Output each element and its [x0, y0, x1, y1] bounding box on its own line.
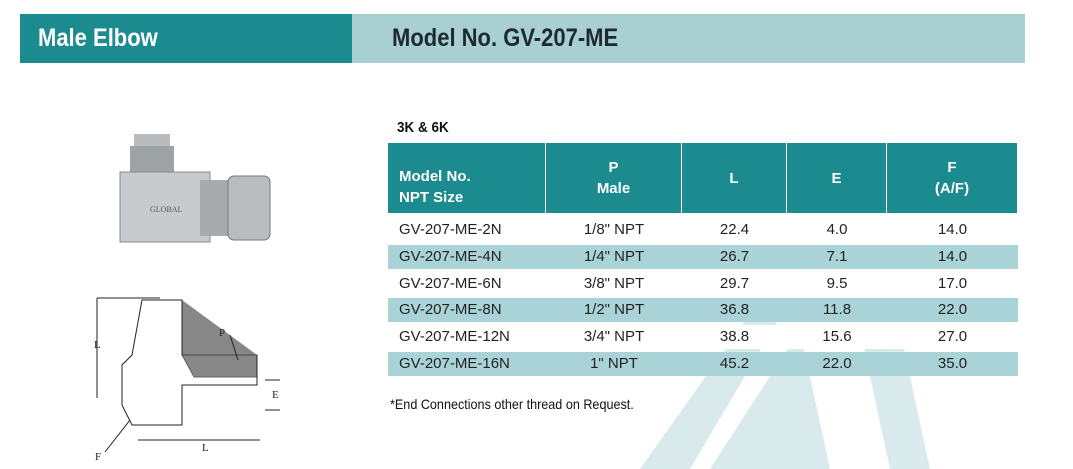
table-row [388, 325, 1018, 350]
dim-label: L [202, 442, 209, 454]
table-cell: 1" NPT [590, 355, 638, 372]
model: Model No. GV-207-ME [392, 24, 619, 52]
technical-drawing [96, 297, 280, 453]
header-line: E [831, 169, 842, 187]
svg-text:GLOBAL: GLOBAL [150, 205, 183, 214]
column-header: Model No. NPT Size [388, 143, 546, 213]
footnote: *End Connections other thread on Request… [390, 396, 634, 412]
table-row [388, 271, 1018, 296]
table-cell: 14.0 [937, 247, 968, 265]
pressure-group: 3K & 6K [397, 119, 449, 136]
table-cell: 22.0 [822, 355, 852, 372]
table-cell: 11.8 [822, 301, 852, 319]
table-cell: GV-207-ME-4N [399, 247, 502, 265]
table-cell: 29.7 [719, 274, 750, 292]
table-row [388, 244, 1018, 269]
column-header: P Male [546, 143, 682, 213]
table-cell: 45.2 [719, 355, 750, 372]
table-cell: 38.8 [719, 328, 750, 346]
table-row [388, 298, 1018, 323]
drawing-labels: L P E F L [94, 327, 279, 463]
table-cell: 17.0 [937, 274, 968, 292]
dim-label: L [94, 339, 101, 351]
table-cell: 22.0 [937, 301, 968, 319]
table-cell: 3/4" NPT [583, 328, 645, 346]
table-cell: 15.6 [822, 328, 852, 346]
table-cell: 22.4 [719, 221, 750, 238]
header-line: Male [596, 180, 631, 197]
table-cell: GV-207-ME-16N [399, 355, 510, 372]
table-cell: GV-207-ME-6N [399, 274, 502, 292]
header-line: L [729, 169, 739, 187]
product-photo: GLOBAL [119, 134, 271, 243]
table-cell: 4.0 [826, 221, 848, 238]
header-line: Model No. [399, 168, 471, 185]
table-cell: GV-207-ME-12N [399, 328, 510, 346]
column-header: F (A/F) [887, 143, 1018, 213]
table-cell: GV-207-ME-8N [399, 301, 502, 319]
table-cell: 3/8" NPT [583, 274, 645, 292]
table-cell: 7.1 [826, 247, 848, 265]
table-cell: 26.7 [719, 247, 750, 265]
header-line: P [608, 159, 619, 176]
table-row [388, 218, 1018, 242]
header-line: (A/F) [934, 180, 970, 197]
table-cell: 27.0 [937, 328, 968, 346]
dim-label: F [95, 451, 101, 463]
dim-label: P [219, 327, 225, 339]
table-cell: 36.8 [719, 301, 750, 319]
table-cell: 1/2" NPT [583, 301, 645, 319]
header-left [20, 14, 352, 63]
table-cell: 35.0 [937, 355, 968, 372]
header-right [352, 14, 1025, 63]
header-line: F [947, 159, 957, 176]
table-cell: 1/8" NPT [583, 221, 645, 238]
title: Male Elbow [38, 24, 158, 52]
table-row [388, 352, 1018, 376]
table-cell: GV-207-ME-2N [399, 221, 502, 238]
column-header: E [787, 143, 887, 213]
table-cell: 1/4" NPT [583, 247, 645, 265]
dim-label: E [272, 389, 279, 401]
table-cell: 9.5 [826, 274, 848, 292]
spec-table: Model No. NPT Size P Male L E F (A/F) GV-207-ME-… [388, 143, 1018, 378]
table-cell: 14.0 [937, 221, 968, 238]
header-line: NPT Size [399, 189, 464, 206]
column-header: L [682, 143, 787, 213]
